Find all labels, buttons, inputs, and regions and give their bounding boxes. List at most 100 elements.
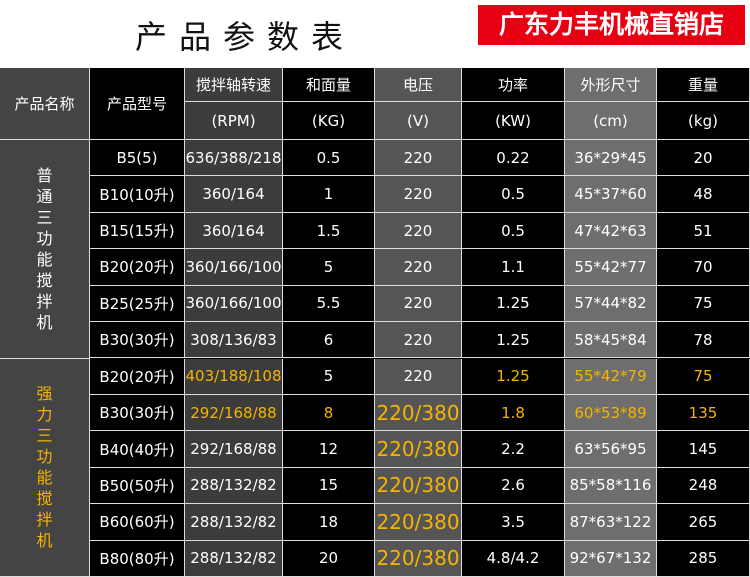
column-header: 功率: [462, 68, 565, 102]
cell: 51: [657, 212, 750, 250]
cell: 360/166/100: [185, 285, 283, 323]
cell: 15: [283, 467, 375, 505]
title: 产品参数表: [134, 18, 355, 56]
cell: 8: [283, 394, 375, 432]
cell: B30(30升): [90, 394, 185, 432]
cell: 1.1: [462, 249, 565, 286]
cell: 70: [657, 249, 750, 286]
column-unit: (V): [375, 102, 462, 140]
cell: 360/164: [185, 176, 283, 213]
group-label-text: 普通三功能搅拌机: [36, 165, 53, 332]
cell: 220/380: [375, 467, 462, 505]
cell: 58*45*84: [565, 322, 657, 359]
cell: 3.5: [462, 504, 565, 541]
shop-name: 广东力丰机械直销店: [478, 5, 745, 45]
cell: 1.25: [462, 358, 565, 395]
cell: 1.25: [462, 285, 565, 323]
cell: 265: [657, 504, 750, 541]
cell: 135: [657, 394, 750, 432]
cell: 292/168/88: [185, 431, 283, 468]
cell: 0.5: [283, 140, 375, 177]
cell: 636/388/218: [185, 140, 283, 177]
column-unit: (KW): [462, 102, 565, 140]
cell: 5: [283, 249, 375, 286]
cell: 308/136/83: [185, 322, 283, 359]
cell: 145: [657, 431, 750, 468]
cell: 288/132/82: [185, 467, 283, 505]
cell: 0.5: [462, 212, 565, 250]
cell: 48: [657, 176, 750, 213]
cell: B30(30升): [90, 322, 185, 359]
cell: 5: [283, 358, 375, 395]
cell: 18: [283, 504, 375, 541]
group-label-text: 强力三功能搅拌机: [36, 384, 53, 551]
cell: 220: [375, 358, 462, 395]
cell: 220/380: [375, 394, 462, 432]
cell: 220: [375, 140, 462, 177]
cell: B5(5): [90, 140, 185, 177]
cell: 55*42*79: [565, 358, 657, 395]
spec-table: 产品名称 产品型号 搅拌轴转速 (RPM) 和面量 (KG) 电压 (V) 功率 (KW) 外形尺寸…: [0, 68, 750, 577]
cell: 47*42*63: [565, 212, 657, 250]
column-header: 电压: [375, 68, 462, 102]
cell: 45*37*60: [565, 176, 657, 213]
cell: 78: [657, 322, 750, 359]
cell: B50(50升): [90, 467, 185, 505]
column-header: 产品名称: [0, 68, 90, 140]
cell: 403/188/108: [185, 358, 283, 395]
cell: 2.2: [462, 431, 565, 468]
cell: 220: [375, 322, 462, 359]
column-header: 重量: [657, 68, 750, 102]
cell: 20: [283, 540, 375, 577]
cell: B20(20升): [90, 249, 185, 286]
cell: 220: [375, 176, 462, 213]
cell: B80(80升): [90, 540, 185, 577]
cell: 36*29*45: [565, 140, 657, 177]
cell: 55*42*77: [565, 249, 657, 286]
cell: 360/166/100: [185, 249, 283, 286]
cell: 87*63*122: [565, 504, 657, 541]
cell: 248: [657, 467, 750, 505]
group-label: 普通三功能搅拌机: [0, 140, 90, 359]
cell: 6: [283, 322, 375, 359]
cell: B10(10升): [90, 176, 185, 213]
cell: B15(15升): [90, 212, 185, 250]
cell: 360/164: [185, 212, 283, 250]
cell: 288/132/82: [185, 540, 283, 577]
cell: 4.8/4.2: [462, 540, 565, 577]
cell: 1.25: [462, 322, 565, 359]
column-header: 外形尺寸: [565, 68, 657, 102]
cell: 63*56*95: [565, 431, 657, 468]
cell: 57*44*82: [565, 285, 657, 323]
column-unit: (KG): [283, 102, 375, 140]
cell: 2.6: [462, 467, 565, 505]
cell: 60*53*89: [565, 394, 657, 432]
cell: B20(20升): [90, 358, 185, 395]
cell: 220: [375, 249, 462, 286]
cell: 85*58*116: [565, 467, 657, 505]
cell: 92*67*132: [565, 540, 657, 577]
cell: 0.22: [462, 140, 565, 177]
column-header: 和面量: [283, 68, 375, 102]
cell: 75: [657, 358, 750, 395]
cell: 12: [283, 431, 375, 468]
cell: 220/380: [375, 504, 462, 541]
column-unit: (kg): [657, 102, 750, 140]
cell: 1: [283, 176, 375, 213]
column-unit: (cm): [565, 102, 657, 140]
cell: 220: [375, 212, 462, 250]
cell: 1.8: [462, 394, 565, 432]
column-header: 搅拌轴转速: [185, 68, 283, 102]
cell: 285: [657, 540, 750, 577]
column-header: 产品型号: [90, 68, 185, 140]
cell: 0.5: [462, 176, 565, 213]
cell: B60(60升): [90, 504, 185, 541]
cell: 288/132/82: [185, 504, 283, 541]
cell: 75: [657, 285, 750, 323]
group-label: 强力三功能搅拌机: [0, 358, 90, 577]
cell: 292/168/88: [185, 394, 283, 432]
cell: 220/380: [375, 431, 462, 468]
column-unit: (RPM): [185, 102, 283, 140]
cell: B40(40升): [90, 431, 185, 468]
